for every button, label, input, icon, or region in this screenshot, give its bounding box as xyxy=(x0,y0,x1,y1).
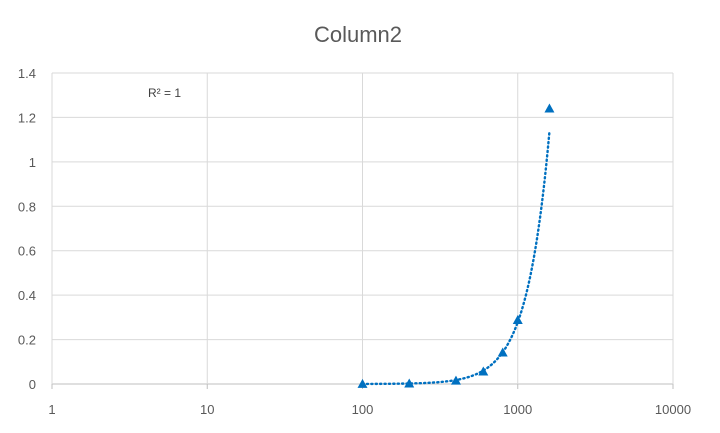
y-tick-label: 1 xyxy=(29,155,36,170)
data-point-marker xyxy=(478,366,489,376)
r-squared-annotation: R² = 1 xyxy=(148,86,181,100)
data-point-marker xyxy=(404,378,415,388)
data-points xyxy=(357,103,555,388)
data-point-marker xyxy=(450,375,461,385)
chart-title: Column2 xyxy=(314,22,402,47)
data-point-marker xyxy=(512,315,523,325)
y-tick-label: 1.2 xyxy=(18,110,36,125)
data-point-marker xyxy=(497,347,508,357)
y-tick-label: 1.4 xyxy=(18,66,36,81)
x-tick-label: 1000 xyxy=(503,402,532,417)
tick-labels: 0 0.2 0.4 0.6 0.8 1 1.2 1.4 1 10 100 1000 10000 xyxy=(18,66,691,417)
x-tick-label: 1 xyxy=(48,402,55,417)
data-point-marker xyxy=(544,103,555,113)
x-tick-label: 10 xyxy=(200,402,214,417)
y-tick-label: 0.8 xyxy=(18,199,36,214)
y-tick-label: 0.2 xyxy=(18,333,36,348)
gridlines xyxy=(51,72,674,389)
y-tick-label: 0.6 xyxy=(18,244,36,259)
x-tick-label: 100 xyxy=(352,402,374,417)
x-tick-label: 10000 xyxy=(655,402,691,417)
y-tick-label: 0 xyxy=(29,377,36,392)
y-tick-label: 0.4 xyxy=(18,288,36,303)
trendline xyxy=(361,130,551,386)
data-point-marker xyxy=(357,378,368,388)
